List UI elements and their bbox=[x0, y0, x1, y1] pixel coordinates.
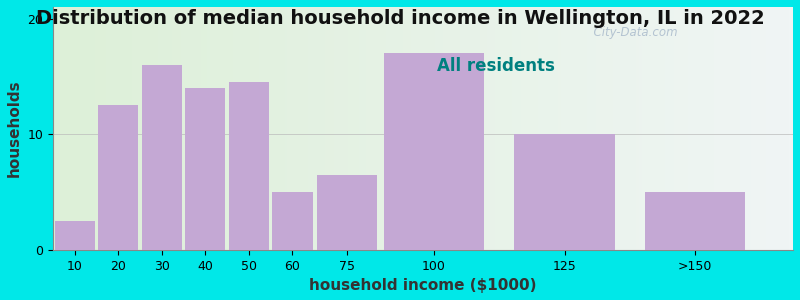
Text: All residents: All residents bbox=[437, 57, 555, 75]
Bar bbox=[514, 134, 614, 250]
Bar bbox=[273, 192, 313, 250]
Bar bbox=[98, 105, 138, 250]
Bar bbox=[142, 65, 182, 250]
Text: City-Data.com: City-Data.com bbox=[586, 26, 678, 39]
Y-axis label: households: households bbox=[7, 80, 22, 177]
Bar bbox=[55, 221, 95, 250]
Bar bbox=[384, 53, 484, 250]
Bar bbox=[645, 192, 745, 250]
Bar bbox=[317, 175, 377, 250]
X-axis label: household income ($1000): household income ($1000) bbox=[310, 278, 537, 293]
Text: Distribution of median household income in Wellington, IL in 2022: Distribution of median household income … bbox=[36, 9, 764, 28]
Bar bbox=[186, 88, 226, 250]
Bar bbox=[229, 82, 269, 250]
